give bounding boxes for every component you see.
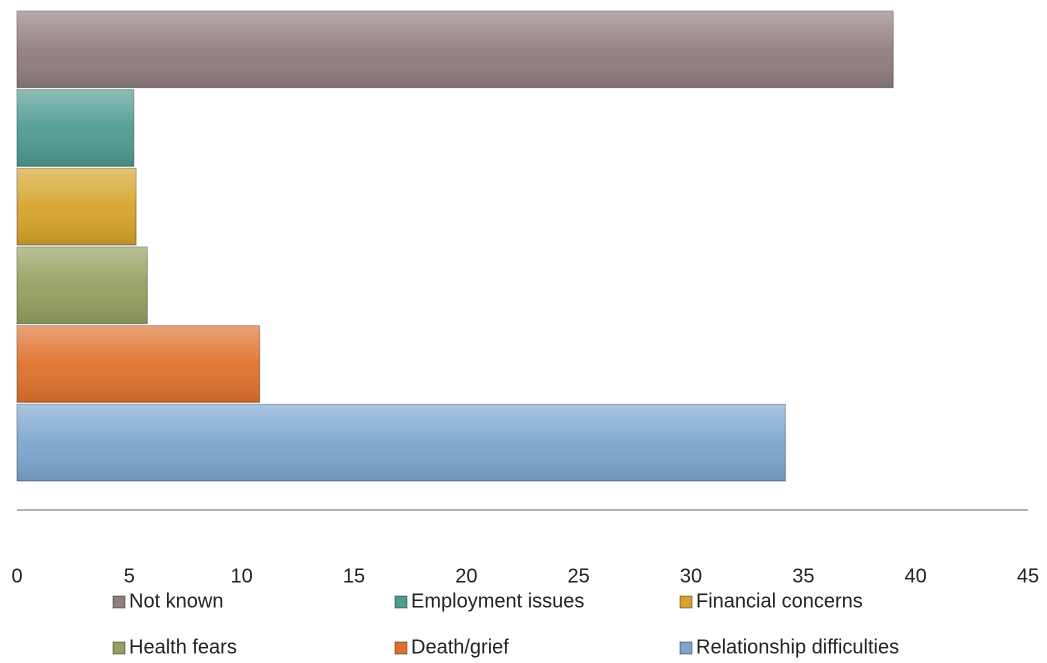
- bar: [16, 403, 786, 482]
- x-tick-label: 30: [680, 565, 702, 587]
- legend-label: Not known: [129, 590, 224, 612]
- x-tick-label: 10: [231, 565, 253, 587]
- bar: [16, 89, 135, 167]
- bar: [16, 246, 148, 325]
- x-tick-label: 35: [792, 565, 814, 587]
- x-tick-label: 0: [11, 565, 22, 587]
- bar: [16, 167, 137, 246]
- legend-label: Death/grief: [411, 636, 509, 658]
- legend-swatch: [394, 641, 408, 655]
- legend-label: Health fears: [129, 636, 237, 658]
- legend-label: Relationship difficulties: [696, 636, 899, 658]
- legend-label: Employment issues: [411, 590, 584, 612]
- x-tick-label: 5: [124, 565, 135, 587]
- bar: [16, 10, 894, 89]
- bar: [16, 325, 261, 403]
- legend-swatch: [679, 641, 693, 655]
- legend-label: Financial concerns: [696, 590, 863, 612]
- x-tick-label: 20: [455, 565, 477, 587]
- x-tick-label: 15: [343, 565, 365, 587]
- x-tick-label: 45: [1017, 565, 1039, 587]
- legend-swatch: [679, 595, 693, 609]
- legend-swatch: [112, 595, 126, 609]
- x-tick-label: 25: [568, 565, 590, 587]
- legend-swatch: [112, 641, 126, 655]
- legend-swatch: [394, 595, 408, 609]
- x-tick-label: 40: [905, 565, 927, 587]
